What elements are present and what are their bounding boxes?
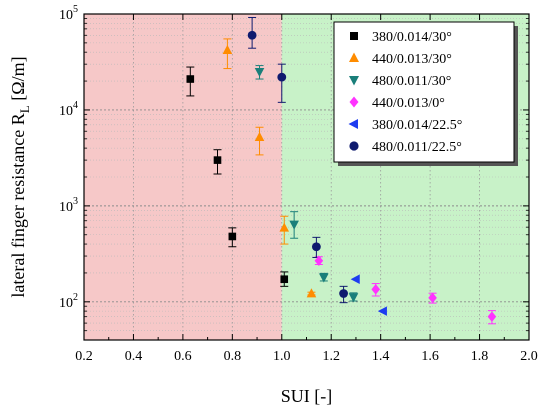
triangle-down-marker xyxy=(289,220,299,230)
square-marker xyxy=(228,232,237,241)
region-low-sui xyxy=(84,14,282,340)
y-axis-title-subscript: L xyxy=(17,105,32,113)
triangle-left-marker xyxy=(350,274,360,285)
grid-lines xyxy=(84,14,529,340)
x-tick-label: 1.2 xyxy=(322,349,340,364)
triangle-down-marker xyxy=(254,67,265,78)
x-tick-label: 0.2 xyxy=(75,349,93,364)
y-tick-label: 103 xyxy=(59,196,78,215)
legend-label: 380/0.014/30° xyxy=(372,30,452,45)
error-bars xyxy=(186,16,496,325)
square-marker xyxy=(280,275,289,284)
triangle-down-marker xyxy=(319,273,329,283)
x-axis-title: SUI [-] xyxy=(281,386,333,406)
legend-label: 480/0.011/30° xyxy=(372,74,451,89)
triangle-up-marker xyxy=(222,44,233,54)
data-points xyxy=(186,30,497,322)
circle-marker xyxy=(349,141,359,151)
y-tick-label: 105 xyxy=(59,4,78,23)
diamond-marker xyxy=(371,284,381,295)
x-tick-label: 1.4 xyxy=(372,349,390,364)
legend-label: 480/0.011/22.5° xyxy=(372,140,462,155)
circle-marker xyxy=(247,30,257,40)
legend-label: 380/0.014/22.5° xyxy=(372,118,462,133)
circle-marker xyxy=(339,289,348,298)
square-marker xyxy=(186,75,195,83)
circle-marker xyxy=(277,72,287,82)
diamond-marker xyxy=(428,292,437,304)
y-axis-title-main: lateral finger resistance R xyxy=(8,113,28,297)
triangle-up-marker xyxy=(349,52,359,62)
legend: 380/0.014/30° 440/0.013/30° 480/0.011/30° 4… xyxy=(333,21,518,166)
square-marker xyxy=(213,156,222,164)
circle-marker xyxy=(311,242,321,252)
legend-label: 440/0.013/30° xyxy=(372,52,452,67)
y-tick-label: 102 xyxy=(59,292,78,311)
x-tick-label: 1.0 xyxy=(273,349,291,364)
triangle-up-marker xyxy=(279,222,290,232)
x-tick-label: 0.8 xyxy=(224,349,242,364)
triangle-left-marker xyxy=(377,306,387,316)
triangle-up-marker xyxy=(254,131,265,141)
x-tick-label: 1.6 xyxy=(421,349,439,364)
x-tick-label: 0.6 xyxy=(174,349,192,364)
y-axis-title: lateral finger resistance RL [Ω/m] xyxy=(8,56,32,297)
diamond-marker xyxy=(487,311,497,322)
axis-ticks: 0.2 0.4 0.6 0.8 1.0 1.2 1.4 1.6 1.8 2.0 102 103 104 1… xyxy=(59,4,538,364)
diamond-marker xyxy=(314,255,324,267)
x-tick-label: 1.8 xyxy=(471,349,489,364)
diamond-marker xyxy=(349,96,359,108)
x-tick-label: 2.0 xyxy=(520,349,538,364)
legend-box xyxy=(333,21,515,163)
triangle-left-marker xyxy=(348,119,358,129)
x-tick-label: 0.4 xyxy=(125,349,143,364)
legend-label: 440/0.013/0° xyxy=(372,96,445,111)
square-marker xyxy=(350,32,358,40)
triangle-down-marker xyxy=(348,293,359,303)
triangle-up-marker xyxy=(306,288,317,298)
y-tick-label: 104 xyxy=(59,100,78,119)
y-axis-title-unit: [Ω/m] xyxy=(8,56,28,105)
triangle-down-marker xyxy=(349,76,359,86)
